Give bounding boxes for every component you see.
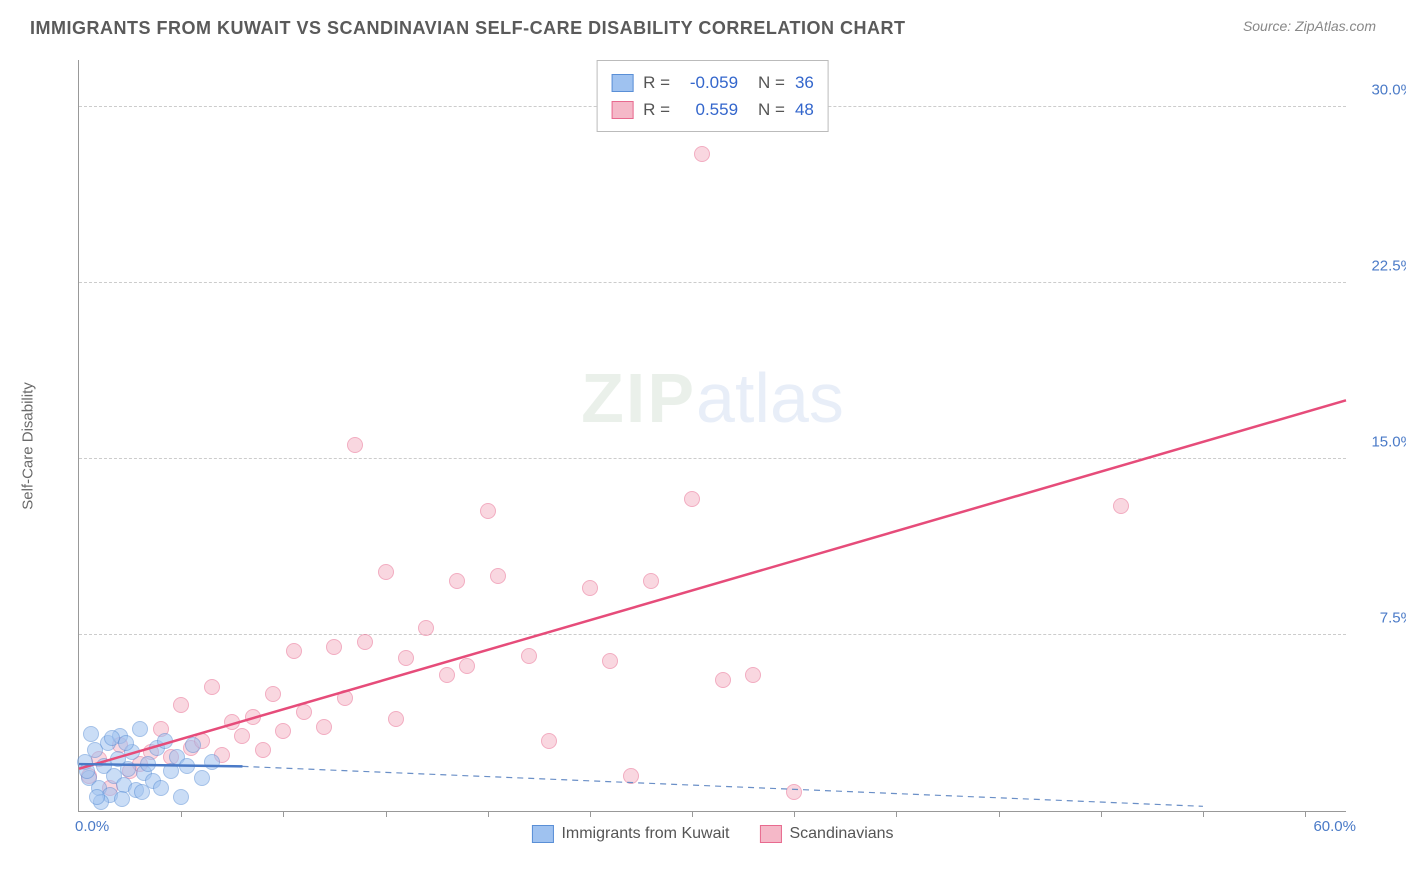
- legend-item-kuwait: Immigrants from Kuwait: [531, 825, 729, 843]
- legend-label: Scandinavians: [789, 825, 893, 843]
- x-tick-mark: [999, 811, 1000, 817]
- x-tick-mark: [1101, 811, 1102, 817]
- y-tick-label: 15.0%: [1371, 433, 1406, 450]
- x-tick-origin: 0.0%: [75, 818, 109, 835]
- y-tick-label: 22.5%: [1371, 257, 1406, 274]
- x-tick-mark: [1305, 811, 1306, 817]
- x-tick-end: 60.0%: [1313, 818, 1356, 835]
- swatch-icon: [759, 825, 781, 843]
- r-value-scandinavian: 0.559: [680, 96, 738, 123]
- correlation-legend: R = -0.059 N = 36 R = 0.559 N = 48: [596, 60, 829, 132]
- regression-lines: [79, 60, 1346, 811]
- n-value-kuwait: 36: [795, 69, 814, 96]
- y-tick-label: 30.0%: [1371, 81, 1406, 98]
- chart-container: Self-Care Disability ZIPatlas R = -0.059…: [48, 50, 1386, 842]
- y-tick-label: 7.5%: [1380, 609, 1406, 626]
- x-tick-mark: [692, 811, 693, 817]
- swatch-icon: [531, 825, 553, 843]
- y-axis-label: Self-Care Disability: [20, 382, 37, 510]
- swatch-icon: [611, 101, 633, 119]
- legend-item-scandinavian: Scandinavians: [759, 825, 893, 843]
- x-tick-mark: [488, 811, 489, 817]
- legend-row-kuwait: R = -0.059 N = 36: [611, 69, 814, 96]
- n-value-scandinavian: 48: [795, 96, 814, 123]
- x-tick-mark: [386, 811, 387, 817]
- r-value-kuwait: -0.059: [680, 69, 738, 96]
- legend-label: Immigrants from Kuwait: [561, 825, 729, 843]
- x-tick-mark: [283, 811, 284, 817]
- series-legend: Immigrants from Kuwait Scandinavians: [531, 825, 893, 843]
- x-tick-mark: [896, 811, 897, 817]
- x-tick-mark: [1203, 811, 1204, 817]
- x-tick-mark: [590, 811, 591, 817]
- source-label: Source: ZipAtlas.com: [1243, 18, 1376, 34]
- x-tick-mark: [181, 811, 182, 817]
- legend-row-scandinavian: R = 0.559 N = 48: [611, 96, 814, 123]
- chart-title: IMMIGRANTS FROM KUWAIT VS SCANDINAVIAN S…: [30, 18, 905, 39]
- plot-area: ZIPatlas R = -0.059 N = 36 R = 0.559 N =…: [78, 60, 1346, 812]
- x-tick-mark: [794, 811, 795, 817]
- swatch-icon: [611, 74, 633, 92]
